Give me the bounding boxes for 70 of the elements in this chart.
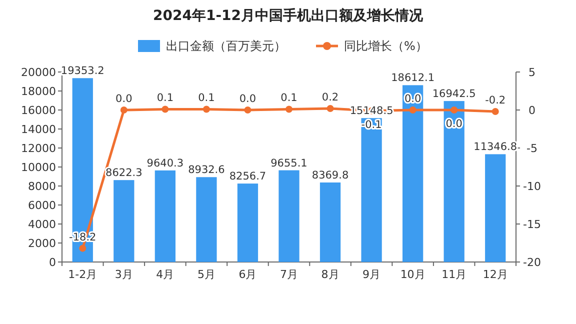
x-tick-label: 3月 — [114, 268, 133, 281]
point — [162, 106, 169, 113]
data-label: 0.1 — [156, 92, 174, 104]
y-tick-label: 0 — [49, 256, 56, 269]
data-label: 0.0 — [116, 93, 132, 105]
point — [409, 106, 416, 114]
data-label: 8622.3 — [106, 167, 142, 180]
data-label: 0.0 — [404, 93, 422, 105]
data-label: 0.1 — [198, 92, 215, 104]
point — [79, 244, 86, 252]
y-tick-label: 16000 — [21, 104, 56, 117]
data-label: 16942.5 — [432, 88, 476, 100]
y-tick-label: 18000 — [21, 85, 56, 98]
point — [450, 106, 458, 114]
data-label: 0.0 — [446, 118, 462, 130]
x-tick-label: 5月 — [197, 268, 216, 281]
y2-tick-label: 0 — [528, 104, 536, 117]
bar — [237, 184, 258, 262]
x-tick-label: 11月 — [442, 268, 467, 281]
y2-tick-label: -15 — [523, 218, 541, 231]
y-tick-label: 6000 — [28, 199, 56, 212]
bar — [278, 170, 300, 262]
x-tick-label: 7月 — [280, 268, 298, 281]
point — [120, 106, 128, 114]
data-label: 9640.3 — [146, 157, 184, 170]
data-label: 18612.1 — [391, 72, 435, 84]
y2-tick-label: 5 — [528, 66, 536, 79]
y2-tick-label: -20 — [523, 256, 541, 269]
point — [492, 108, 499, 116]
y2-tick-label: -10 — [523, 180, 541, 193]
bar — [361, 118, 382, 262]
y-tick-label: 8000 — [28, 180, 56, 193]
y-tick-label: 2000 — [28, 237, 56, 250]
data-label: 8932.6 — [188, 164, 226, 176]
bar — [444, 101, 464, 262]
bar — [320, 182, 341, 262]
legend-label: 同比增长（%） — [344, 39, 428, 53]
bar — [154, 170, 176, 262]
data-label: 9655.1 — [270, 157, 308, 170]
y-tick-label: 12000 — [21, 142, 56, 155]
y-tick-label: 14000 — [21, 123, 56, 136]
bar — [114, 180, 134, 262]
data-label: 0.1 — [280, 92, 298, 104]
x-tick-label: 9月 — [362, 268, 381, 281]
data-label: 8369.8 — [312, 169, 349, 182]
y2-tick-label: -5 — [526, 142, 538, 155]
x-tick-label: 6月 — [238, 268, 257, 281]
y-tick-label: 4000 — [28, 218, 56, 231]
legend-label: 出口金额（百万美元） — [166, 39, 286, 53]
x-tick-label: 4月 — [156, 268, 174, 281]
chart-title: 2024年1-12月中国手机出口额及增长情况 — [153, 7, 424, 24]
data-label: -0.2 — [485, 94, 506, 107]
point — [286, 106, 292, 113]
x-tick-label: 10月 — [400, 268, 426, 281]
data-label: 8256.7 — [229, 170, 266, 183]
data-label: 19353.2 — [60, 65, 104, 78]
y-tick-label: 20000 — [21, 66, 56, 79]
data-label: 0.2 — [322, 91, 339, 104]
x-tick-label: 1-2月 — [68, 268, 98, 281]
bar — [196, 177, 217, 262]
bar — [402, 85, 424, 262]
x-tick-label: 12月 — [482, 268, 508, 281]
data-label: -0.1 — [361, 118, 382, 131]
bar — [485, 154, 506, 262]
point — [326, 104, 334, 112]
point — [202, 106, 210, 113]
point — [244, 106, 252, 114]
x-tick-label: 8月 — [321, 268, 340, 281]
data-label: 0.0 — [239, 93, 256, 105]
y-tick-label: 10000 — [21, 161, 56, 174]
